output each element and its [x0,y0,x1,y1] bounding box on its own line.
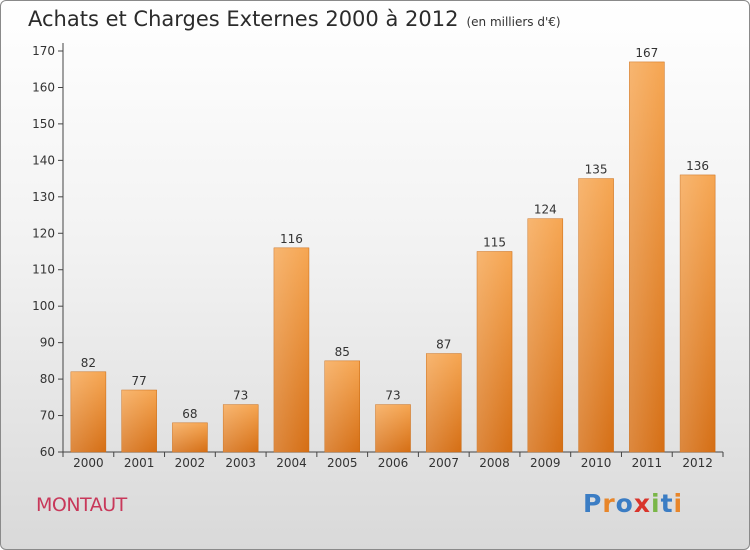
data-label: 73 [233,389,248,403]
bar-highlight [527,218,563,452]
chart-title: Achats et Charges Externes 2000 à 2012 (e… [28,7,561,31]
x-tick-label: 2007 [428,456,459,470]
chart-bars [70,61,716,453]
y-tick-label: 110 [32,263,55,277]
x-tick-label: 2010 [581,456,612,470]
x-tick-label: 2002 [175,456,206,470]
data-label: 135 [585,163,608,177]
chart-subtitle: (en milliers d'€) [466,15,561,29]
x-tick-label: 2009 [530,456,561,470]
bar-highlight [172,422,208,452]
chart-data-labels: 82 77 68 73 116 85 73 87 115 124 135 167 136 [81,46,709,421]
y-tick-label: 120 [32,226,55,240]
bar-highlight [578,178,614,452]
data-label: 116 [280,232,303,246]
logo-letter: r [602,489,616,518]
x-tick-label: 2001 [124,456,155,470]
data-label: 124 [534,203,557,217]
bar-highlight [273,247,309,452]
proxiti-logo: Proxiti [583,489,683,518]
x-tick-label: 2000 [73,456,104,470]
x-tick-label: 2012 [682,456,713,470]
logo-letter: o [615,489,634,518]
y-tick-label: 70 [40,409,55,423]
y-tick-label: 60 [40,445,55,459]
data-label: 73 [385,389,400,403]
logo-letter: t [660,489,674,518]
bar-highlight [426,353,462,452]
y-tick-label: 170 [32,44,55,58]
y-tick-label: 130 [32,190,55,204]
bar-highlight [121,390,157,452]
chart-axes: 60 70 80 90 100 110 120 130 140 150 160 170 2000 2001… [32,43,724,470]
y-tick-label: 150 [32,117,55,131]
bar-highlight [477,251,513,452]
bar-highlight [223,404,259,452]
data-label: 82 [81,356,96,370]
logo-letter: x [633,489,651,518]
bar-highlight [324,360,360,452]
bar-highlight [375,404,411,452]
data-label: 167 [635,46,658,60]
commune-name: MONTAUT [36,494,127,516]
logo-letter: P [583,489,603,518]
x-tick-label: 2004 [276,456,307,470]
y-tick-label: 80 [40,372,55,386]
x-tick-label: 2006 [378,456,409,470]
logo-letter: i [651,489,661,518]
data-label: 68 [182,407,197,421]
data-label: 87 [436,338,451,352]
bar-highlight [629,61,665,452]
x-tick-label: 2003 [225,456,256,470]
y-tick-label: 160 [32,80,55,94]
data-label: 77 [132,374,147,388]
logo-letter: i [673,489,684,518]
data-label: 85 [335,345,350,359]
y-tick-label: 100 [32,299,55,313]
x-tick-label: 2005 [327,456,358,470]
bar-highlight [70,371,106,452]
data-label: 115 [483,236,506,250]
data-label: 136 [686,159,709,173]
chart-title-text: Achats et Charges Externes 2000 à 2012 [28,7,459,31]
bar-highlight [680,174,716,453]
x-tick-label: 2011 [632,456,663,470]
x-tick-label: 2008 [479,456,510,470]
y-tick-label: 140 [32,153,55,167]
y-tick-label: 90 [40,336,55,350]
